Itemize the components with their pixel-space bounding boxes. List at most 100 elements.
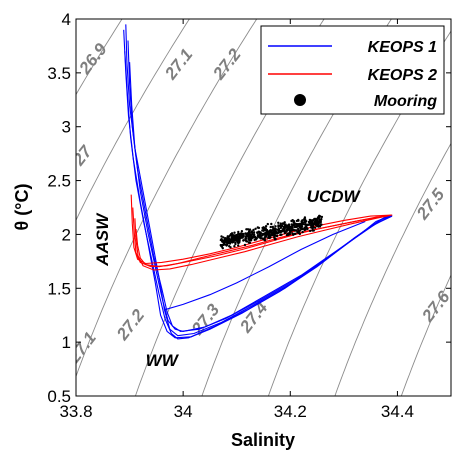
legend-label-keops-1: KEOPS 1 — [368, 39, 437, 56]
mooring-point — [249, 233, 252, 237]
mooring-point — [318, 215, 321, 218]
mooring-point — [256, 231, 259, 235]
mooring-point — [263, 237, 266, 240]
mooring-point — [314, 217, 317, 221]
isopycnal-lines — [76, 19, 451, 396]
mooring-point — [225, 243, 229, 246]
mooring-point — [226, 235, 229, 238]
y-tick-label: 2.5 — [47, 172, 71, 191]
mooring-point — [298, 226, 302, 229]
mooring-point — [320, 215, 324, 219]
y-axis: 0.5 1 1.5 2 2.5 3 3.5 4 — [47, 10, 451, 406]
mooring-point — [289, 231, 292, 234]
profile-keops-2-3 — [135, 215, 387, 268]
mooring-point — [274, 225, 277, 228]
y-tick-label: 1.5 — [47, 279, 71, 298]
mooring-point — [285, 229, 289, 232]
mooring-point — [252, 235, 256, 239]
mooring-point — [275, 230, 278, 234]
mooring-point — [277, 224, 280, 227]
plot-frame — [75, 18, 452, 397]
mooring-point — [220, 235, 223, 238]
water-mass-ucdw: UCDW — [307, 187, 362, 206]
mooring-point — [283, 229, 286, 232]
mooring-point — [290, 219, 293, 223]
mooring-point — [273, 236, 276, 240]
legend-swatch-mooring — [294, 94, 306, 106]
mooring-point — [230, 236, 234, 239]
mooring-point — [273, 228, 276, 231]
mooring-point — [252, 231, 256, 234]
mooring-point — [271, 233, 275, 237]
mooring-point — [311, 224, 315, 228]
mooring-point — [296, 230, 299, 234]
profile-keops-2-2 — [134, 214, 393, 271]
mooring-point — [233, 238, 237, 241]
mooring-point — [251, 233, 254, 236]
profile-keops-1-5 — [164, 220, 366, 311]
isopycnal-27-6 — [400, 274, 451, 396]
mooring-point — [305, 224, 308, 227]
mooring-point — [301, 227, 304, 231]
mooring-point — [279, 233, 282, 237]
mooring-point — [292, 228, 296, 232]
water-mass-ww: WW — [146, 351, 180, 370]
mooring-point — [268, 236, 271, 240]
mooring-point — [270, 222, 273, 226]
mooring-point — [299, 224, 303, 227]
mooring-point — [297, 218, 300, 222]
x-tick-label: 34.2 — [274, 402, 307, 421]
mooring-point — [263, 233, 266, 236]
mooring-point — [236, 240, 240, 244]
mooring-point — [316, 223, 320, 226]
mooring-point — [261, 226, 264, 230]
mooring-point — [276, 228, 279, 231]
mooring-point — [278, 229, 281, 233]
mooring-point — [281, 222, 285, 225]
mooring-point — [271, 225, 274, 229]
mooring-point — [256, 226, 259, 229]
mooring-point — [242, 239, 245, 242]
mooring-point — [261, 229, 264, 232]
profile-keops-2-0 — [130, 194, 393, 265]
mooring-point — [294, 232, 297, 235]
mooring-point — [279, 222, 282, 225]
mooring-point — [293, 222, 296, 225]
mooring-point — [309, 219, 312, 222]
mooring-point — [289, 227, 293, 230]
mooring-point — [269, 225, 272, 229]
isopycnal-27-5 — [334, 142, 451, 396]
legend-label-mooring: Mooring — [374, 93, 437, 110]
mooring-point — [301, 230, 304, 234]
mooring-point — [233, 245, 236, 248]
mooring-point — [282, 227, 286, 230]
mooring-point — [258, 235, 261, 239]
y-tick-label: 1 — [62, 333, 71, 352]
profile-keops-1-4 — [129, 62, 393, 332]
mooring-point — [220, 238, 223, 241]
mooring-point — [287, 233, 290, 236]
mooring-point — [241, 232, 245, 236]
water-mass-aasw: AASW — [93, 212, 112, 267]
mooring-point — [310, 226, 313, 229]
mooring-point — [260, 232, 263, 235]
mooring-point — [320, 217, 323, 221]
isopycnal-27 — [76, 19, 190, 222]
mooring-point — [313, 220, 316, 224]
mooring-point — [316, 217, 319, 220]
mooring-point — [283, 231, 287, 235]
mooring-point — [280, 224, 284, 228]
legend-box — [260, 25, 445, 115]
mooring-point — [249, 239, 253, 242]
mooring-point — [303, 216, 307, 219]
mooring-point — [296, 225, 299, 228]
mooring-point — [298, 232, 302, 236]
x-tick-label: 34.4 — [381, 402, 414, 421]
x-axis-title: Salinity — [231, 430, 295, 450]
mooring-point — [272, 230, 276, 233]
series-keops-2 — [130, 194, 393, 271]
mooring-point — [275, 234, 279, 238]
mooring-point — [239, 236, 242, 240]
y-tick-label: 4 — [62, 10, 71, 29]
x-tick-label: 34 — [174, 402, 193, 421]
